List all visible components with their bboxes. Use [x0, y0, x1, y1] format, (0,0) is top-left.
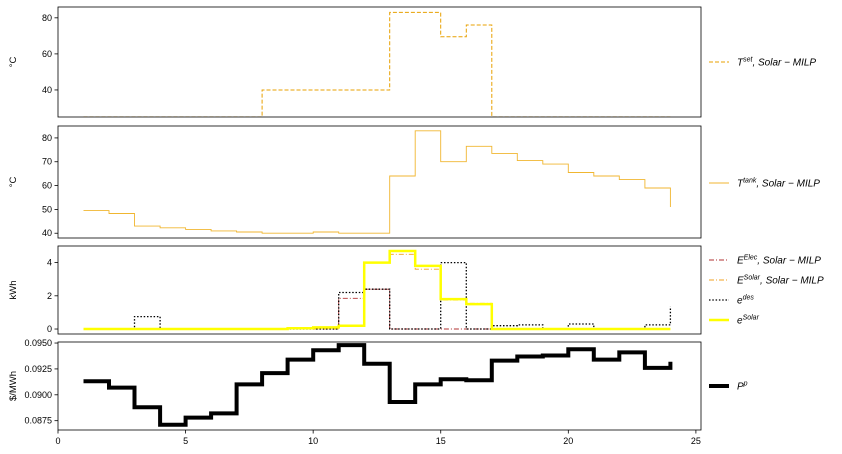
legend-superscript: Solar: [743, 315, 760, 322]
legend-superscript: Solar: [744, 275, 761, 282]
y-tick-label: 40: [42, 228, 52, 238]
legend-superscript: Elec: [744, 255, 758, 262]
legend-entry: edes: [737, 295, 754, 307]
legend-superscript: tank: [743, 178, 757, 185]
legend-label-rest: , Solar − MILP: [752, 58, 816, 69]
legend-entry: eSolar: [737, 315, 760, 327]
legend-entry: Ttank, Solar − MILP: [737, 178, 820, 190]
legend-symbol: E: [737, 256, 744, 267]
panel-2: 40 50 60 70 80 °C Ttank, Solar − MILP: [8, 125, 820, 239]
x-tick-label: 10: [308, 436, 318, 446]
axes-frame: [57, 245, 702, 335]
y-tick-label: 0.0900: [24, 390, 52, 400]
y-tick-label: 0.0875: [24, 416, 52, 426]
axes-frame: [57, 6, 702, 118]
legend-symbol: T: [737, 179, 744, 190]
x-tick-label: 15: [436, 436, 446, 446]
axes-frame: [57, 125, 702, 239]
legend-entry: Pp: [737, 381, 748, 393]
series-line-3-3: [83, 261, 672, 330]
legend-symbol: T: [737, 58, 744, 69]
series-line-3-1: [83, 288, 671, 330]
axes-frame: [57, 341, 702, 431]
legend-label-rest: , Solar − MILP: [756, 179, 820, 190]
y-axis-label: $/MWh: [8, 371, 19, 401]
series-line-3-4: [83, 249, 671, 331]
y-tick-label: 80: [42, 133, 52, 143]
y-tick-label: 70: [42, 157, 52, 167]
x-tick-label: 0: [55, 436, 60, 446]
y-tick-label: 0.0950: [24, 338, 52, 348]
y-axis-label: °C: [8, 177, 19, 188]
legend: Ttank, Solar − MILP: [709, 178, 820, 190]
legend-superscript: set: [743, 57, 753, 64]
x-tick-label: 20: [563, 436, 573, 446]
legend: Pp: [709, 381, 748, 393]
legend-symbol: e: [737, 296, 743, 307]
series-line-1-1: [83, 11, 671, 117]
y-axis-label: °C: [8, 57, 19, 68]
legend-symbol: E: [737, 276, 744, 287]
legend: Tset, Solar − MILP: [709, 57, 816, 69]
series-line-3-2: [83, 253, 671, 330]
series-line-4-1: [83, 343, 673, 427]
legend-entry: Tset, Solar − MILP: [737, 57, 816, 69]
panel-4: 0.0875 0.0900 0.0925 0.0950 0 5 10 15 20 25 $/MWh P…: [8, 338, 748, 446]
y-tick-label: 50: [42, 204, 52, 214]
legend-entry: EElec, Solar − MILP: [737, 255, 821, 267]
legend-label-rest: , Solar − MILP: [760, 276, 824, 287]
y-tick-label: 0: [47, 324, 52, 334]
legend-superscript: des: [743, 295, 755, 302]
legend-symbol: e: [737, 316, 743, 327]
legend-symbol: P: [737, 382, 744, 393]
y-tick-label: 80: [42, 13, 52, 23]
y-tick-label: 60: [42, 181, 52, 191]
legend-entry: ESolar, Solar − MILP: [737, 275, 824, 287]
y-tick-label: 4: [47, 258, 52, 268]
series-line-2-1: [83, 130, 671, 234]
y-tick-label: 0.0925: [24, 364, 52, 374]
y-tick-label: 2: [47, 291, 52, 301]
panel-1: 40 60 80 °C Tset, Solar − MILP: [8, 6, 816, 118]
x-tick-label: 25: [691, 436, 701, 446]
y-axis-label: kWh: [8, 281, 19, 300]
x-tick-label: 5: [183, 436, 188, 446]
legend-label-rest: , Solar − MILP: [757, 256, 821, 267]
y-tick-label: 40: [42, 85, 52, 95]
y-tick-label: 60: [42, 49, 52, 59]
legend-superscript: p: [743, 381, 748, 388]
